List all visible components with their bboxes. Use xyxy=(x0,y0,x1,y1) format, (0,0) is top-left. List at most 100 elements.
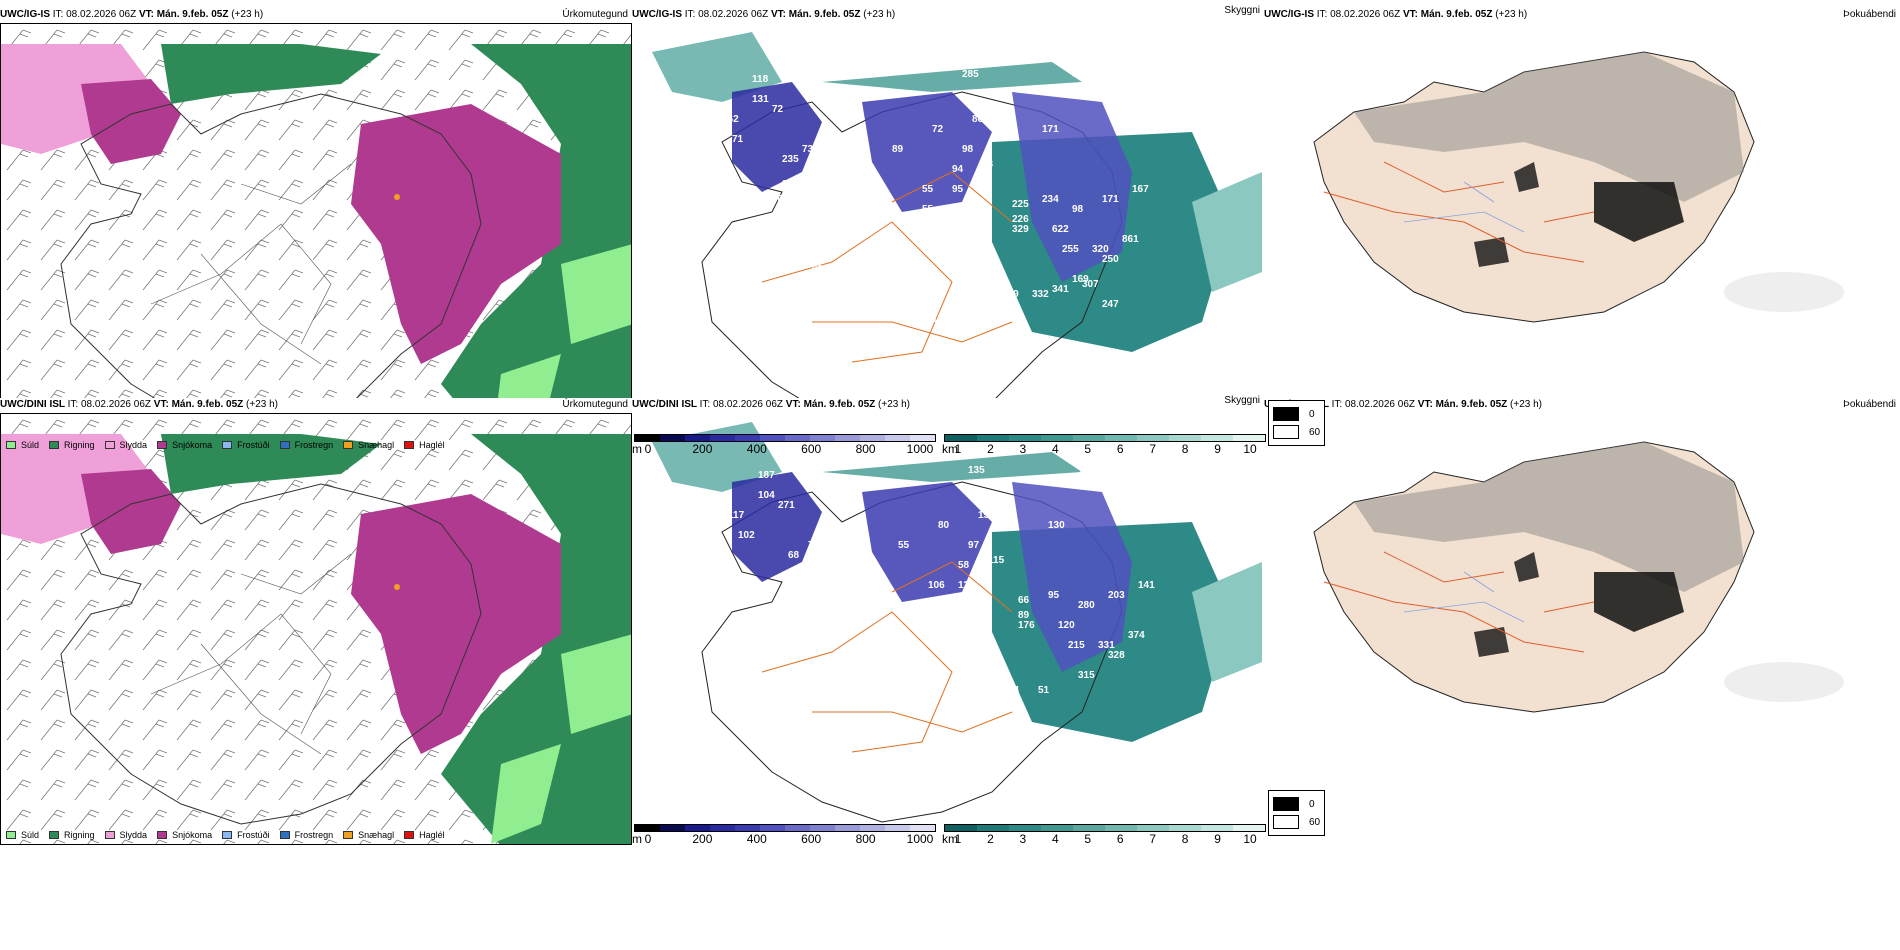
legend-label: Snæhagl xyxy=(358,830,395,840)
cloud-base-label: 80 xyxy=(718,500,730,511)
cloud-base-label: 95 xyxy=(952,184,964,195)
legend-item: Súld xyxy=(6,440,39,450)
precip-legend: Súld Rigning Slydda Snjókoma Frostúði Frostre… xyxy=(6,440,455,450)
cloud-base-label: 89 xyxy=(912,314,924,325)
cloud-base-label: 106 xyxy=(762,214,779,225)
vis-area-far-e xyxy=(1192,562,1262,682)
visibility-colorbar-swatches xyxy=(944,434,1266,442)
cloud-base-label: 129 xyxy=(698,530,715,541)
fog-map xyxy=(1313,441,1844,713)
fog-dark-s xyxy=(1474,237,1509,267)
lead-time: (+23 h) xyxy=(863,9,896,20)
fog-grey-n xyxy=(1354,442,1744,592)
vis-area-n xyxy=(822,452,1082,482)
cloud-height-colorbar: m 0 200 400 600 800 1000 xyxy=(632,824,936,846)
cloud-height-colorbar-ticks: m 0 200 400 600 800 1000 xyxy=(632,442,936,456)
vt-value: Mán. 9.feb. 05Z xyxy=(1435,399,1511,410)
lead-time: (+23 h) xyxy=(1510,399,1542,410)
fog-legend-label: 60 xyxy=(1309,816,1321,828)
cloud-base-label: 372 xyxy=(662,264,679,275)
cloud-base-label: 106 xyxy=(928,580,945,591)
vt-label: VT: xyxy=(1402,9,1421,20)
cbar-tick: 800 xyxy=(855,442,876,456)
legend-swatch xyxy=(279,441,290,449)
forecast-row: UWC/DINI ISL IT: 08.02.2026 06Z VT: Mán.… xyxy=(0,395,1900,845)
legend-swatch xyxy=(157,441,168,449)
cbar-unit: m xyxy=(632,442,642,456)
visibility-colorbar-ticks: km 1 2 3 4 5 6 7 8 9 10 xyxy=(942,442,1266,456)
cloud-base-label: 80 xyxy=(938,520,950,531)
lead-time: (+23 h) xyxy=(246,399,278,410)
legend-swatch xyxy=(6,441,16,449)
legend-swatch xyxy=(404,831,415,839)
legend-swatch xyxy=(279,831,290,839)
cloud-base-label: 89 xyxy=(892,144,904,155)
cloud-base-label: 135 xyxy=(968,465,985,476)
legend-swatch xyxy=(6,831,16,839)
it-value: 08.02.2026 06Z xyxy=(80,399,154,410)
it-value: 08.02.2026 06Z xyxy=(712,399,786,410)
panel-title: Úrkomutegund xyxy=(562,9,628,20)
cloud-area-nw xyxy=(732,472,822,582)
vt-label: VT: xyxy=(153,399,172,410)
cloud-base-label: 86 xyxy=(892,274,904,285)
cbar-tick: 1 xyxy=(954,442,962,456)
cloud-base-label: 90 xyxy=(822,274,834,285)
legend-swatch xyxy=(104,441,115,449)
cloud-base-label: 60 xyxy=(772,194,784,205)
cbar-tick: 1000 xyxy=(906,442,934,456)
legend-label: Rigning xyxy=(64,830,95,840)
cloud-base-label: 617 xyxy=(982,264,999,275)
rain-area-e xyxy=(441,44,631,454)
cloud-base-label: 153 xyxy=(978,510,995,521)
cloud-base-label: 197 xyxy=(762,239,779,250)
cloud-base-label: 255 xyxy=(1062,244,1079,255)
legend-item: Frostregn xyxy=(279,440,334,450)
it-value: 08.02.2026 06Z xyxy=(698,9,771,20)
legend-item: Rigning xyxy=(49,830,95,840)
cbar-tick: 1000 xyxy=(906,832,934,846)
model-name: UWC/IG-IS xyxy=(0,9,53,20)
cloud-base-label: 215 xyxy=(1068,640,1085,651)
cbar-tick: 9 xyxy=(1214,442,1221,456)
cloud-base-label: 169 xyxy=(1072,274,1089,285)
precip-map xyxy=(0,413,632,845)
cloud-base-label: 188 xyxy=(1012,354,1029,365)
cloud-vis-panel: UWC/DINI ISL IT: 08.02.2026 06Z VT: Mán.… xyxy=(632,395,1264,823)
cloud-base-label: 285 xyxy=(962,69,979,80)
cloud-base-label: 93 xyxy=(812,264,824,275)
cloud-area-ne xyxy=(1012,482,1132,672)
fog-legend: 0 60 xyxy=(1268,790,1326,836)
cloud-base-label: 315 xyxy=(1078,670,1095,681)
fog-dark-e xyxy=(1594,572,1684,632)
fog-legend-row: 0 xyxy=(1273,795,1320,813)
cloud-base-label: 162 xyxy=(722,114,739,125)
cloud-base-label: 54 xyxy=(1008,685,1020,696)
cloud-area-ne xyxy=(1012,92,1132,282)
cloud-base-label: 117 xyxy=(728,510,745,521)
vt-value: Mán. 9.feb. 05Z xyxy=(803,399,879,410)
it-value: 08.02.2026 06Z xyxy=(66,9,139,20)
cbar-tick: 2 xyxy=(987,832,994,846)
model-name: UWC/IG-IS xyxy=(632,9,685,20)
legend-label: Haglél xyxy=(419,830,445,840)
cloud-base-label: 73 xyxy=(928,600,940,611)
legend-item: Frostregn xyxy=(279,830,333,840)
legend-label: Snæhagl xyxy=(358,440,395,450)
slydda-area xyxy=(1,44,151,154)
legend-label: Frostregn xyxy=(294,440,334,450)
legend-item: Snæhagl xyxy=(343,830,394,840)
vis-area-far-e xyxy=(1192,172,1262,292)
it-label: IT: xyxy=(684,9,699,20)
cloud-base-label: 132 xyxy=(958,670,975,681)
fog-legend-label: 60 xyxy=(1309,426,1321,438)
lead-time: (+23 h) xyxy=(1495,9,1528,20)
fog-dark-c xyxy=(1514,162,1539,192)
cloud-area-nw xyxy=(732,82,822,192)
cloud-base-label: 55 xyxy=(922,204,934,215)
precip-type-panel: UWC/DINI ISL IT: 08.02.2026 06Z VT: Mán.… xyxy=(0,398,632,845)
it-label: IT: xyxy=(1316,9,1331,20)
model-name: UWC/IG-IS xyxy=(1264,9,1317,20)
cloud-base-label: 131 xyxy=(752,94,769,105)
legend-item: Frostúði xyxy=(222,830,270,840)
